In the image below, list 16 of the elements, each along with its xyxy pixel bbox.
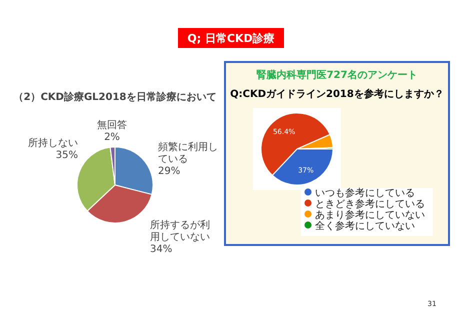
chart-title: 腎臓内科専門医727名のアンケート bbox=[256, 69, 418, 81]
text: Q; 日常CKD診療 bbox=[187, 32, 275, 45]
legend-label: いつも参考にしている bbox=[315, 187, 415, 199]
data-label: 2% bbox=[104, 132, 120, 143]
data-label: 35% bbox=[56, 150, 78, 161]
slice-label: 頻繁に利用している bbox=[158, 141, 218, 165]
legend-label: 全く参考にしていない bbox=[315, 220, 415, 232]
chart-subtitle: Q:CKDガイドライン2018を参考にしますか？ bbox=[230, 88, 444, 100]
chart-title: （2）CKD診療GL2018を日常診療において bbox=[14, 91, 216, 103]
data-label: 34% bbox=[150, 244, 172, 255]
slice-label: 無回答 bbox=[97, 119, 127, 131]
legend-label: あまり参考にしていない bbox=[315, 209, 425, 221]
legend-label: ときどき参考にしている bbox=[315, 198, 425, 210]
data-label: 29% bbox=[158, 166, 180, 177]
slice-label: 所持するが利用していない bbox=[150, 219, 210, 243]
slice-label: 所持しない bbox=[28, 137, 78, 149]
